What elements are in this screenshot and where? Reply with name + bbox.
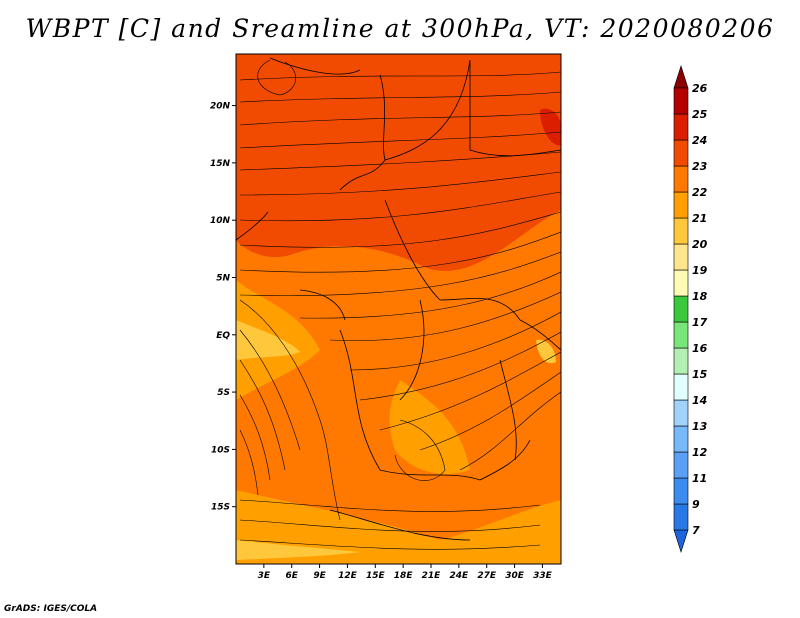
colorbar-level-label: 17 <box>692 316 708 329</box>
country-boundaries <box>236 57 561 541</box>
lat-tick-label: 5N <box>216 273 230 283</box>
colorbar-swatch <box>673 269 689 297</box>
colorbar-level-label: 14 <box>692 394 707 407</box>
colorbar-swatch <box>673 503 689 531</box>
latitude-axis: 20N 15N 10N 5N EQ 5S 10S 15S <box>210 102 236 513</box>
colorbar-swatch <box>673 243 689 271</box>
lon-tick-label: 18E <box>394 571 414 581</box>
colorbar-swatch <box>673 295 689 323</box>
colorbar-swatch <box>673 321 689 349</box>
lon-tick-label: 21E <box>422 571 442 581</box>
chart-title: WBPT [C] and Sreamline at 300hPa, VT: 20… <box>25 14 775 43</box>
colorbar-level-label: 25 <box>692 108 708 121</box>
lat-tick-label: 5S <box>217 388 230 398</box>
colorbar-level-label: 13 <box>692 420 708 433</box>
lon-tick-label: 27E <box>477 571 497 581</box>
streamlines <box>239 59 561 550</box>
grads-credit: GrADS: IGES/COLA <box>4 604 98 614</box>
lat-tick-label: 10N <box>210 216 231 226</box>
colorbar-swatch <box>673 165 689 193</box>
wbpt-shaded-field <box>236 54 561 564</box>
colorbar-level-label: 23 <box>692 160 708 173</box>
map-frame <box>235 53 562 565</box>
colorbar-swatch <box>673 477 689 505</box>
colorbar-swatch <box>673 425 689 453</box>
lon-tick-label: 30E <box>505 571 525 581</box>
lon-tick-label: 3E <box>258 571 271 581</box>
colorbar-swatch <box>673 113 689 141</box>
colorbar-swatch <box>673 373 689 401</box>
lat-tick-label: 10S <box>211 445 230 455</box>
colorbar-level-label: 20 <box>692 238 708 251</box>
colorbar-level-label: 19 <box>692 264 708 277</box>
colorbar-bottom-arrow <box>673 529 689 553</box>
longitude-axis: 3E 6E 9E 12E 15E 18E 21E 24E 27E 30E 33E <box>258 564 553 581</box>
lon-tick-label: 33E <box>533 571 553 581</box>
colorbar-level-label: 21 <box>692 212 707 225</box>
colorbar-swatch <box>673 347 689 375</box>
lat-tick-label: 20N <box>210 102 231 112</box>
lat-tick-label: 15N <box>210 159 231 169</box>
lon-tick-label: 6E <box>286 571 299 581</box>
lat-tick-label: 15S <box>211 503 230 513</box>
colorbar-swatch <box>673 191 689 219</box>
colorbar-swatch <box>673 87 689 115</box>
colorbar: 7 9 11 12 13 14 15 16 17 18 19 20 21 22 23 24 25 26 <box>673 65 708 553</box>
colorbar-level-label: 16 <box>692 342 708 355</box>
colorbar-level-label: 11 <box>692 472 707 485</box>
colorbar-swatch <box>673 217 689 245</box>
lat-tick-label: EQ <box>216 331 230 341</box>
colorbar-level-label: 18 <box>692 290 708 303</box>
colorbar-level-label: 9 <box>692 498 700 511</box>
colorbar-level-label: 7 <box>692 524 700 537</box>
colorbar-swatch <box>673 139 689 167</box>
lon-tick-label: 9E <box>313 571 326 581</box>
colorbar-swatch <box>673 399 689 427</box>
lon-tick-label: 24E <box>450 571 470 581</box>
colorbar-level-label: 22 <box>692 186 708 199</box>
colorbar-level-label: 15 <box>692 368 708 381</box>
lon-tick-label: 12E <box>338 571 358 581</box>
colorbar-level-label: 24 <box>692 134 707 147</box>
colorbar-level-label: 26 <box>692 82 708 95</box>
colorbar-level-label: 12 <box>692 446 708 459</box>
colorbar-swatch <box>673 451 689 479</box>
colorbar-top-arrow <box>673 65 689 89</box>
lon-tick-label: 15E <box>366 571 386 581</box>
